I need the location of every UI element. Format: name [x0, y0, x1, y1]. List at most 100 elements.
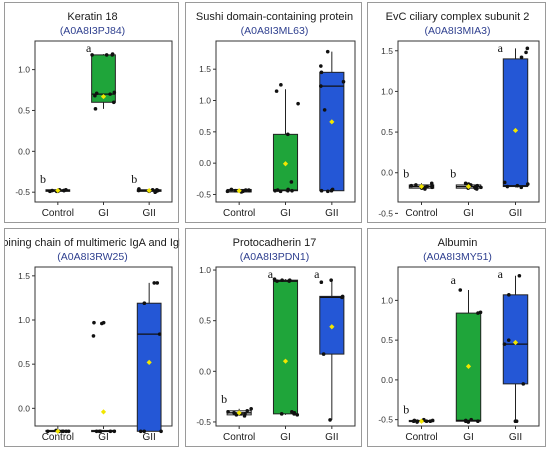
data-point: [104, 53, 109, 57]
y-tick-label: 1.5: [199, 64, 211, 74]
x-tick-label: Control: [405, 432, 437, 443]
chart-title: Sushi domain-containing protein: [196, 11, 353, 23]
data-point: [325, 49, 330, 54]
data-point: [243, 188, 248, 192]
y-tick-label: 1.0: [18, 315, 30, 325]
mean-marker: [418, 418, 425, 424]
data-point: [329, 278, 333, 282]
y-tick-label: 0.0: [381, 168, 393, 178]
x-tick-label: GII: [325, 432, 338, 443]
x-tick-label: Control: [42, 208, 74, 219]
data-point: [138, 429, 143, 434]
data-point: [137, 187, 141, 191]
y-tick-label: 0.5: [18, 359, 30, 369]
y-tick-label: 1.5: [381, 46, 393, 56]
y-tick-label: 0.5: [199, 127, 211, 137]
y-tick-label: 1.0: [381, 86, 393, 96]
x-tick-label: GI: [463, 208, 474, 219]
chart-title: Joining chain of multimeric IgA and IgM: [5, 237, 180, 249]
box: [272, 279, 299, 415]
y-tick-label: -0.5: [378, 208, 393, 218]
chart-panel-4: Joining chain of multimeric IgA and IgM (…: [4, 228, 180, 447]
data-point: [93, 93, 97, 98]
x-tick-label: Control: [405, 208, 437, 219]
chart-panel-3: EvC ciliary complex subunit 2 (A0A8I3MIA3…: [367, 2, 546, 223]
y-tick-label: -0.5: [15, 187, 30, 197]
data-point: [273, 188, 277, 193]
data-point: [319, 84, 323, 88]
chart-panel-6: Albumin (A0A8I3MY51) -0.5 0.0 0.5 1.0 Control b…: [367, 228, 546, 447]
data-point: [280, 278, 284, 282]
data-point: [94, 91, 99, 96]
mean-marker: [55, 428, 61, 434]
data-point: [326, 189, 330, 194]
data-point: [64, 429, 68, 434]
y-tick-label: 0.5: [199, 316, 211, 326]
x-tick-label: GII: [509, 208, 522, 219]
data-point: [249, 406, 253, 411]
x-tick-label: GII: [142, 208, 155, 219]
data-point: [229, 187, 234, 192]
data-point: [93, 107, 98, 111]
data-point: [108, 92, 112, 96]
data-point: [525, 46, 530, 51]
y-tick-label: 0.5: [381, 127, 393, 137]
data-point: [329, 188, 334, 193]
chart-accession: (A0A8I3ML63): [241, 25, 309, 37]
data-point: [142, 429, 147, 434]
data-point: [424, 419, 429, 424]
y-tick-label: 0.0: [18, 403, 30, 413]
data-point: [430, 183, 434, 188]
mean-marker: [512, 127, 519, 134]
significance-letter: a: [451, 273, 457, 287]
data-point: [66, 429, 71, 434]
data-point: [60, 429, 65, 434]
data-point: [414, 183, 418, 187]
data-point: [521, 382, 526, 386]
data-point: [502, 342, 507, 346]
data-point: [341, 79, 346, 84]
data-point: [112, 90, 117, 95]
data-point: [108, 429, 113, 434]
x-tick-label: GI: [280, 432, 291, 443]
chart-title: Protocadherin 17: [233, 237, 317, 249]
y-tick-label: 0.5: [381, 335, 393, 345]
data-point: [112, 429, 117, 434]
data-point: [502, 180, 507, 185]
chart-svg: Albumin (A0A8I3MY51) -0.5 0.0 0.5 1.0 Control b…: [378, 237, 540, 443]
x-tick-label: GII: [325, 208, 338, 219]
data-point: [142, 301, 147, 306]
chart-panel-1: Keratin 18 (A0A8I3PJ84) -0.5 0.0 0.5 1.0 Contr…: [4, 2, 179, 223]
significance-letter: b: [403, 403, 409, 417]
significance-letter: a: [498, 41, 504, 55]
chart-accession: (A0A8I3RW25): [57, 251, 127, 263]
mean-marker: [236, 410, 242, 416]
data-point: [519, 185, 524, 190]
x-tick-label: GI: [280, 208, 291, 219]
mean-marker: [465, 363, 472, 369]
significance-letter: a: [268, 267, 274, 281]
data-point: [153, 190, 157, 194]
data-point: [479, 185, 483, 190]
data-point: [50, 188, 54, 193]
data-point: [290, 188, 294, 193]
data-point: [507, 293, 511, 297]
data-point: [415, 419, 420, 424]
x-tick-label: GII: [142, 432, 155, 443]
data-point: [274, 89, 279, 93]
x-tick-label: GI: [98, 208, 109, 219]
mean-marker: [236, 188, 242, 194]
data-point: [321, 352, 326, 356]
mean-marker: [418, 183, 425, 190]
data-point: [234, 413, 239, 417]
data-point: [473, 185, 477, 190]
box: [319, 71, 345, 192]
data-point: [515, 183, 520, 188]
chart-title: Keratin 18: [67, 11, 117, 23]
box: [272, 133, 299, 192]
data-point: [286, 132, 290, 137]
data-point: [247, 188, 252, 193]
mean-marker: [282, 358, 289, 364]
data-point: [319, 280, 324, 284]
significance-letter: b: [40, 172, 46, 186]
